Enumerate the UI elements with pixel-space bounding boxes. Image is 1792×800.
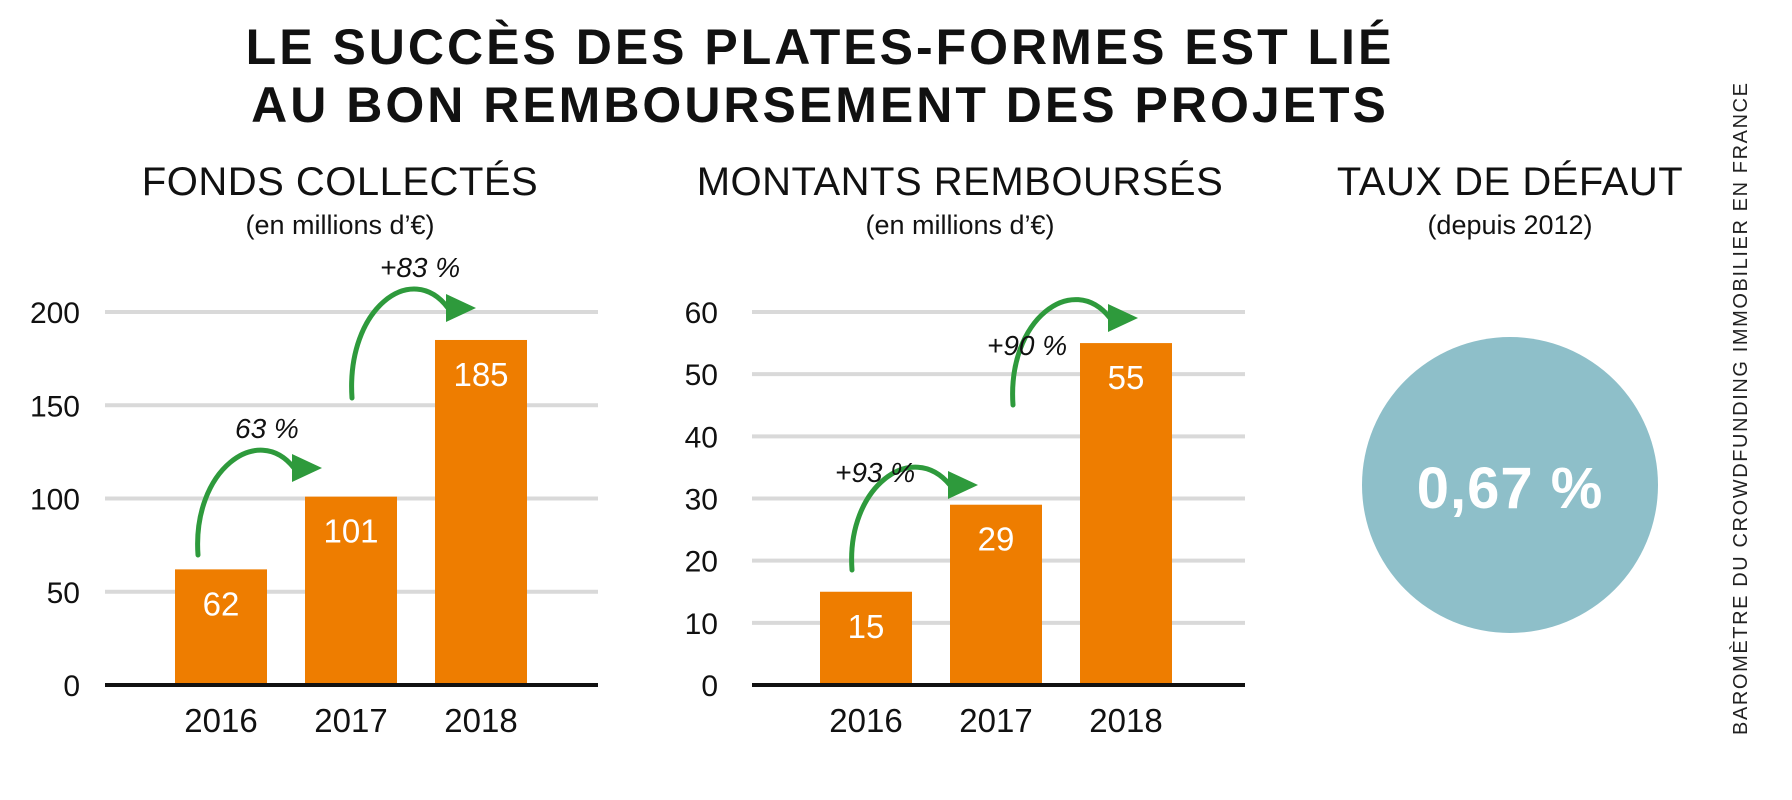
bar-value-label: 101: [323, 513, 378, 550]
main-title-line-1: LE SUCCÈS DES PLATES-FORMES EST LIÉ: [245, 19, 1395, 75]
y-tick-label: 0: [63, 670, 80, 703]
x-tick-label: 2018: [1089, 702, 1162, 739]
y-tick-label: 30: [685, 484, 718, 517]
bar-value-label: 15: [848, 608, 885, 645]
y-tick-label: 150: [30, 390, 80, 423]
growth-label: +93 %: [835, 457, 915, 488]
growth-arrow: [1010, 297, 1113, 408]
x-tick-label: 2018: [444, 702, 517, 739]
bar-2016: [820, 591, 912, 685]
bar-2017: [305, 496, 397, 685]
x-tick-label: 2017: [314, 702, 387, 739]
growth-label: +83 %: [380, 252, 460, 283]
bar-2017: [950, 504, 1042, 685]
growth-label: 63 %: [235, 413, 299, 444]
default-rate-title: TAUX DE DÉFAUT: [1336, 160, 1684, 204]
default-rate-subtitle: (depuis 2012): [1427, 210, 1593, 240]
main-title-line-2: AU BON REMBOURSEMENT DES PROJETS: [251, 77, 1389, 133]
growth-label: +90 %: [987, 330, 1067, 361]
x-tick-label: 2016: [829, 702, 902, 739]
y-tick-label: 10: [685, 608, 718, 641]
y-tick-label: 50: [47, 577, 80, 610]
source-credit: BAROMÈTRE DU CROWDFUNDING IMMOBILIER EN …: [1730, 81, 1752, 735]
bar-2018: [435, 339, 527, 685]
main-title: LE SUCCÈS DES PLATES-FORMES EST LIÉ AU B…: [0, 18, 1640, 134]
growth-arrow: [349, 286, 451, 401]
growth-arrow: [195, 447, 297, 558]
bar-value-label: 29: [978, 521, 1015, 558]
bar-2016: [175, 569, 267, 685]
growth-arrowhead: [1108, 304, 1138, 332]
default-rate-value: 0,67 %: [1416, 456, 1604, 521]
bar-value-label: 62: [203, 585, 240, 622]
y-tick-label: 0: [701, 670, 718, 703]
y-tick-label: 200: [30, 297, 80, 330]
bar-value-label: 55: [1108, 359, 1145, 396]
x-tick-label: 2017: [959, 702, 1032, 739]
y-tick-label: 100: [30, 484, 80, 517]
bar-value-label: 185: [453, 356, 508, 393]
growth-arrowhead: [446, 294, 476, 322]
growth-arrowhead: [292, 454, 322, 482]
x-tick-label: 2016: [184, 702, 257, 739]
bar-2018: [1080, 343, 1172, 685]
chart-1-title: FONDS COLLECTÉS: [141, 160, 539, 204]
y-tick-label: 50: [685, 359, 718, 392]
y-tick-label: 60: [685, 297, 718, 330]
y-tick-label: 20: [685, 546, 718, 579]
chart-funds-collected: 0 50 100 150 200 62 2016 101 2017 185 2018 63 % +83 …: [30, 252, 598, 739]
chart-2-title: MONTANTS REMBOURSÉS: [696, 160, 1224, 204]
chart-2-subtitle: (en millions d’€): [865, 210, 1055, 240]
default-rate-circle: [1362, 337, 1658, 633]
growth-arrowhead: [948, 471, 978, 499]
y-tick-label: 40: [685, 421, 718, 454]
growth-arrow: [849, 464, 953, 573]
chart-1-subtitle: (en millions d’€): [245, 210, 435, 240]
chart-amounts-repaid: 0 10 20 30 40 50 60 15 2016 29 2017 55 2018 +93 % +90 …: [685, 297, 1245, 739]
